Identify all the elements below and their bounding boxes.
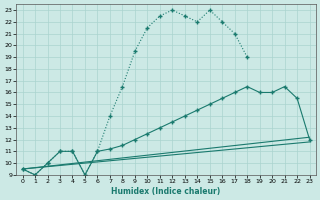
X-axis label: Humidex (Indice chaleur): Humidex (Indice chaleur) [111,187,221,196]
